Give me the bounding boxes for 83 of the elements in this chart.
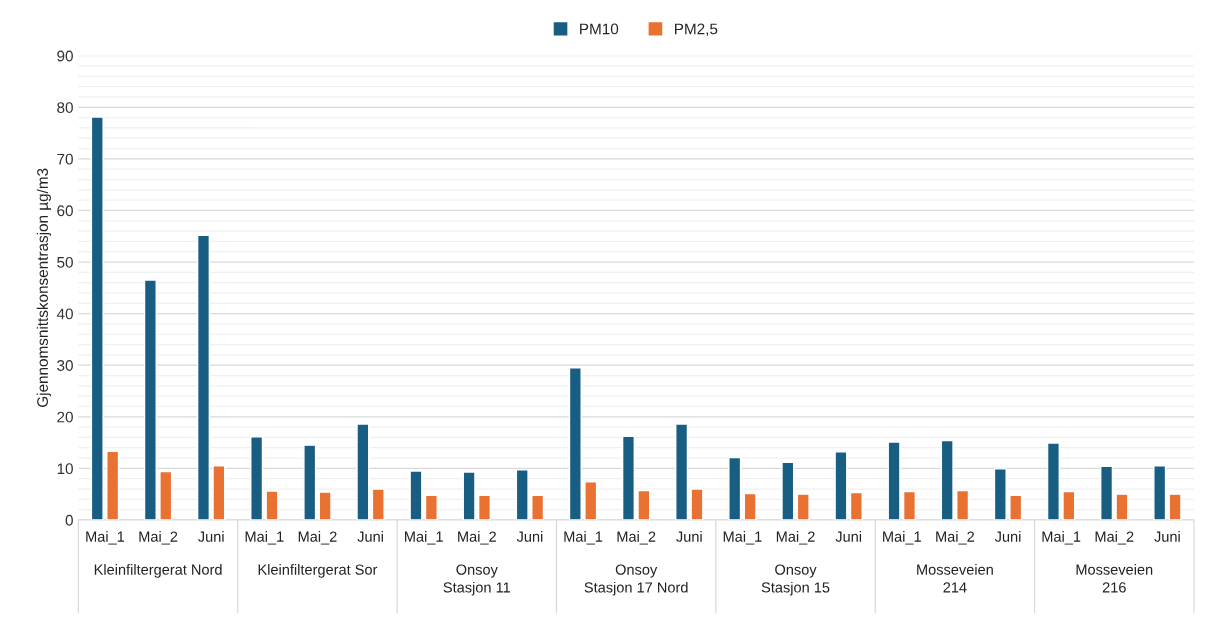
text: Mosseveien 214 — [917, 564, 993, 593]
x-tick-label: Mai_2 — [298, 531, 337, 545]
bar — [1062, 490, 1076, 520]
bar — [849, 491, 863, 520]
text: Kleinfiltergerat Nord — [94, 564, 222, 578]
bar — [371, 488, 385, 520]
x-tick-label: Mai_2 — [458, 531, 496, 545]
text: Onsoy Stasjon 11 — [443, 564, 511, 596]
x-tick-label: Juni — [676, 531, 702, 542]
x-tick-label: Mai_1 — [405, 531, 443, 545]
x-tick-label: Mai_1 — [245, 531, 284, 545]
bar — [196, 234, 211, 520]
bar — [531, 494, 545, 520]
bar — [1153, 465, 1167, 520]
legend-label: PM2,5 — [675, 23, 718, 37]
y-tick-label: 90 — [57, 50, 73, 62]
bar — [318, 491, 332, 520]
bar — [834, 451, 848, 520]
y-axis-title: Gjennomsnittskonsentrasjon µg/m3 — [36, 168, 51, 407]
bar — [940, 439, 954, 520]
bar — [424, 494, 438, 520]
bar — [462, 471, 476, 520]
y-tick-label: 30 — [57, 360, 73, 371]
bar — [637, 489, 651, 520]
y-tick-label: 40 — [56, 308, 73, 320]
bar — [515, 469, 529, 520]
bar — [1100, 465, 1114, 520]
bar — [621, 435, 636, 520]
text: Onsoy Stasjon 15 — [761, 564, 830, 596]
bar — [143, 279, 157, 520]
bar — [477, 494, 492, 520]
y-tick-label: 0 — [65, 514, 73, 526]
x-tick-label: Mai_1 — [883, 531, 921, 545]
bar — [728, 456, 742, 520]
bar — [993, 468, 1007, 520]
bar — [90, 116, 104, 520]
bar — [956, 489, 970, 520]
x-tick-label: Mai_2 — [776, 531, 815, 545]
bar — [265, 490, 279, 520]
bar — [250, 436, 264, 520]
bar — [675, 423, 689, 520]
y-tick-label: 80 — [57, 102, 73, 113]
bar — [568, 367, 582, 520]
y-tick-label: 70 — [57, 153, 73, 165]
bar — [1168, 493, 1182, 520]
x-tick-label: Mai_1 — [86, 531, 125, 545]
y-tick-label: 10 — [57, 463, 73, 475]
bar — [887, 441, 901, 520]
bar — [1009, 494, 1023, 520]
x-tick-label: Juni — [198, 531, 224, 542]
x-tick-label: Mai_2 — [936, 531, 975, 545]
legend-label: PM10 — [580, 23, 619, 35]
bar — [356, 423, 370, 520]
text: Mosseveien 216 — [1076, 564, 1153, 593]
bar — [159, 470, 173, 520]
bar — [409, 470, 423, 520]
bar — [690, 488, 704, 520]
bar — [781, 461, 795, 520]
bar — [584, 481, 598, 520]
x-tick-label: Mai_1 — [564, 531, 603, 545]
x-tick-label: Mai_2 — [617, 531, 656, 545]
y-tick-label: 50 — [57, 256, 73, 268]
bar — [902, 490, 917, 520]
x-tick-label: Juni — [994, 531, 1021, 542]
text: Kleinfiltergerat Sor — [258, 564, 378, 578]
bar — [743, 492, 757, 520]
bar — [212, 465, 226, 520]
x-tick-label: Juni — [1154, 531, 1180, 542]
x-tick-label: Juni — [516, 531, 543, 542]
bar — [1046, 442, 1060, 520]
bar — [106, 450, 120, 520]
x-tick-label: Juni — [357, 531, 383, 542]
bar — [1115, 493, 1129, 520]
x-tick-label: Mai_2 — [139, 531, 178, 545]
x-tick-label: Mai_1 — [1042, 531, 1081, 545]
x-tick-label: Mai_2 — [1095, 531, 1134, 545]
x-tick-label: Juni — [835, 531, 862, 542]
y-tick-label: 20 — [57, 411, 73, 423]
text: Onsoy Stasjon 17 Nord — [584, 564, 688, 596]
bar — [796, 493, 810, 520]
bar — [303, 444, 317, 520]
x-tick-label: Mai_1 — [723, 531, 762, 545]
y-tick-label: 60 — [57, 205, 73, 217]
